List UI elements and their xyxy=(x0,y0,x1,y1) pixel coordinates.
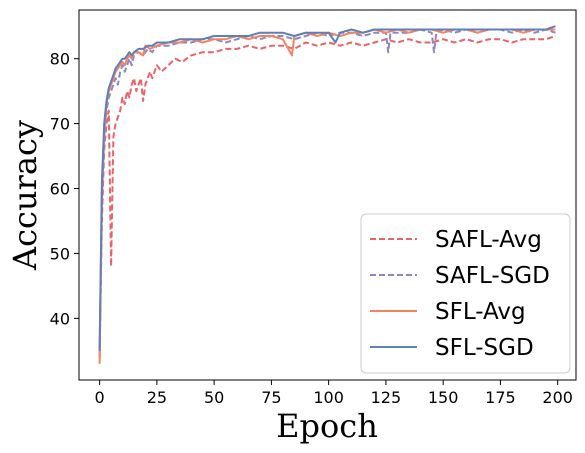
legend-label-safl-sgd: SAFL-SGD xyxy=(435,263,550,289)
legend-label-safl-avg: SAFL-Avg xyxy=(435,227,542,253)
legend-label-sfl-sgd: SFL-SGD xyxy=(435,335,534,361)
x-tick-label: 0 xyxy=(95,388,105,407)
y-tick-label: 50 xyxy=(50,244,70,263)
legend-label-sfl-avg: SFL-Avg xyxy=(435,299,526,325)
x-axis-title: Epoch xyxy=(276,407,378,445)
legend: SAFL-Avg SAFL-SGD SFL-Avg SFL-SGD xyxy=(360,213,571,374)
legend-box xyxy=(360,213,571,374)
y-tick-label: 80 xyxy=(50,50,70,69)
x-tick-label: 100 xyxy=(313,388,344,407)
series-line-sfl-avg xyxy=(98,28,556,364)
series-line-safl-sgd xyxy=(98,28,556,351)
y-axis: 40 50 60 70 80 xyxy=(50,50,79,328)
plot-frame xyxy=(78,9,577,381)
x-tick-label: 175 xyxy=(485,388,516,407)
x-tick-label: 50 xyxy=(204,388,224,407)
x-tick-label: 25 xyxy=(147,388,167,407)
x-tick-label: 200 xyxy=(542,388,573,407)
series-line-safl-avg xyxy=(98,35,556,358)
y-tick-label: 60 xyxy=(50,180,70,199)
series-layer xyxy=(98,25,556,364)
x-tick-label: 150 xyxy=(428,388,459,407)
x-axis: 0 25 50 75 100 125 150 175 200 xyxy=(95,380,573,407)
series-line-sfl-sgd xyxy=(98,25,556,351)
y-axis-title: Accuracy xyxy=(6,120,44,271)
y-tick-label: 70 xyxy=(50,115,70,134)
y-tick-label: 40 xyxy=(50,309,70,328)
x-tick-label: 125 xyxy=(371,388,402,407)
x-tick-label: 75 xyxy=(261,388,281,407)
